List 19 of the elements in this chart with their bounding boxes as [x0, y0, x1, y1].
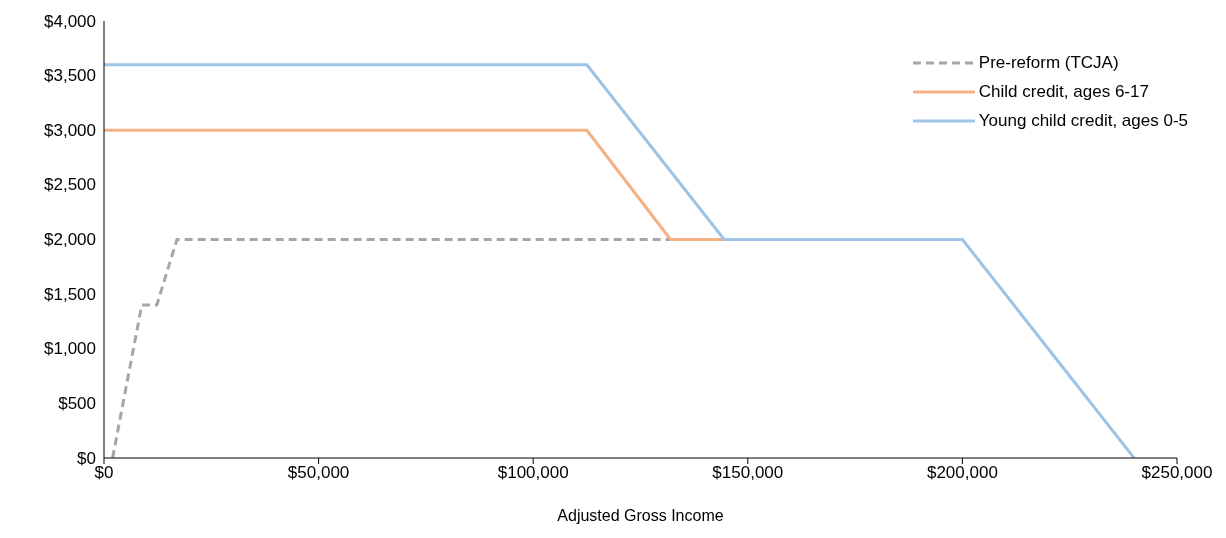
y-tick-label: $1,000	[44, 339, 96, 359]
y-tick-label: $500	[58, 393, 96, 413]
y-tick-label: $3,500	[44, 66, 96, 86]
y-tick-label: $2,500	[44, 175, 96, 195]
x-tick-label: $150,000	[712, 463, 784, 483]
y-tick-label: $4,000	[44, 11, 96, 31]
legend-label: Young child credit, ages 0-5	[978, 110, 1188, 132]
y-tick-label: $3,000	[44, 120, 96, 140]
legend-label: Child credit, ages 6-17	[978, 81, 1149, 103]
x-tick-label: $200,000	[926, 463, 998, 483]
x-tick-label: $0	[94, 463, 114, 483]
x-tick-label: $250,000	[1141, 463, 1213, 483]
y-tick-label: $0	[77, 448, 96, 468]
x-tick-label: $100,000	[497, 463, 569, 483]
x-tick-label: $50,000	[287, 463, 350, 483]
y-tick-label: $1,500	[44, 284, 96, 304]
y-tick-label: $2,000	[44, 230, 96, 249]
legend-label: Pre-reform (TCJA)	[978, 52, 1119, 74]
x-axis-title: Adjusted Gross Income	[557, 507, 724, 524]
